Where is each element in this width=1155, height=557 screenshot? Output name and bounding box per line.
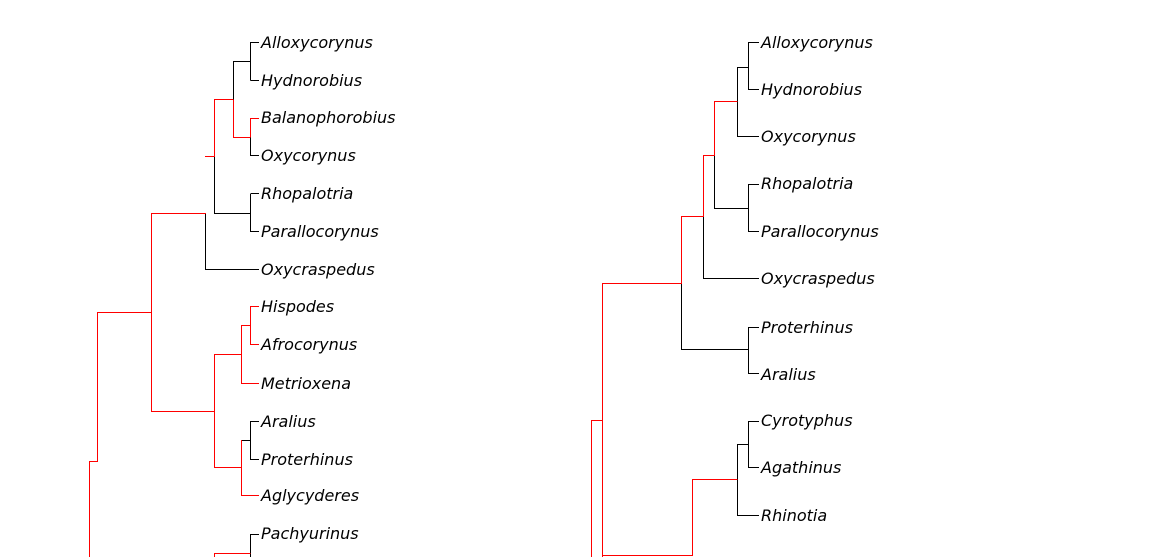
taxon-label: Alloxycorynus [760, 33, 873, 52]
taxon-label: Hydnorobius [761, 80, 862, 99]
taxon-label: Balanophorobius [261, 108, 396, 127]
right-tree-black-edges [681, 42, 759, 516]
taxon-label: Oxycorynus [261, 146, 356, 165]
taxon-label: Alloxycorynus [260, 33, 373, 52]
taxon-label: Cyrotyphus [761, 411, 853, 430]
taxon-label: Aralius [760, 365, 816, 384]
left-tree: Alloxycorynus Hydnorobius Balanophorobiu… [89, 33, 396, 557]
taxon-label: Parallocorynus [761, 222, 879, 241]
taxon-label: Oxycraspedus [761, 269, 875, 288]
taxon-label: Proterhinus [261, 450, 353, 469]
taxon-label: Rhopalotria [261, 184, 353, 203]
left-tree-black-edges [205, 42, 259, 557]
taxon-label: Metrioxena [261, 374, 351, 393]
taxon-label: Pachyurinus [261, 524, 359, 543]
left-tree-red-edges [89, 99, 259, 557]
right-tree-red-edges [591, 101, 738, 557]
taxon-label: Aralius [260, 412, 316, 431]
taxon-label: Hispodes [261, 297, 334, 316]
taxon-label: Agathinus [760, 458, 841, 477]
right-tree: Alloxycorynus Hydnorobius Oxycorynus Rho… [591, 33, 879, 557]
taxon-label: Rhopalotria [761, 174, 853, 193]
taxon-label: Parallocorynus [261, 222, 379, 241]
taxon-label: Oxycorynus [761, 127, 856, 146]
right-tree-labels: Alloxycorynus Hydnorobius Oxycorynus Rho… [760, 33, 879, 525]
taxon-label: Afrocorynus [260, 335, 357, 354]
left-tree-labels: Alloxycorynus Hydnorobius Balanophorobiu… [260, 33, 396, 543]
taxon-label: Oxycraspedus [261, 260, 375, 279]
taxon-label: Hydnorobius [261, 71, 362, 90]
taxon-label: Rhinotia [761, 506, 827, 525]
taxon-label: Aglycyderes [260, 486, 359, 505]
taxon-label: Proterhinus [761, 318, 853, 337]
